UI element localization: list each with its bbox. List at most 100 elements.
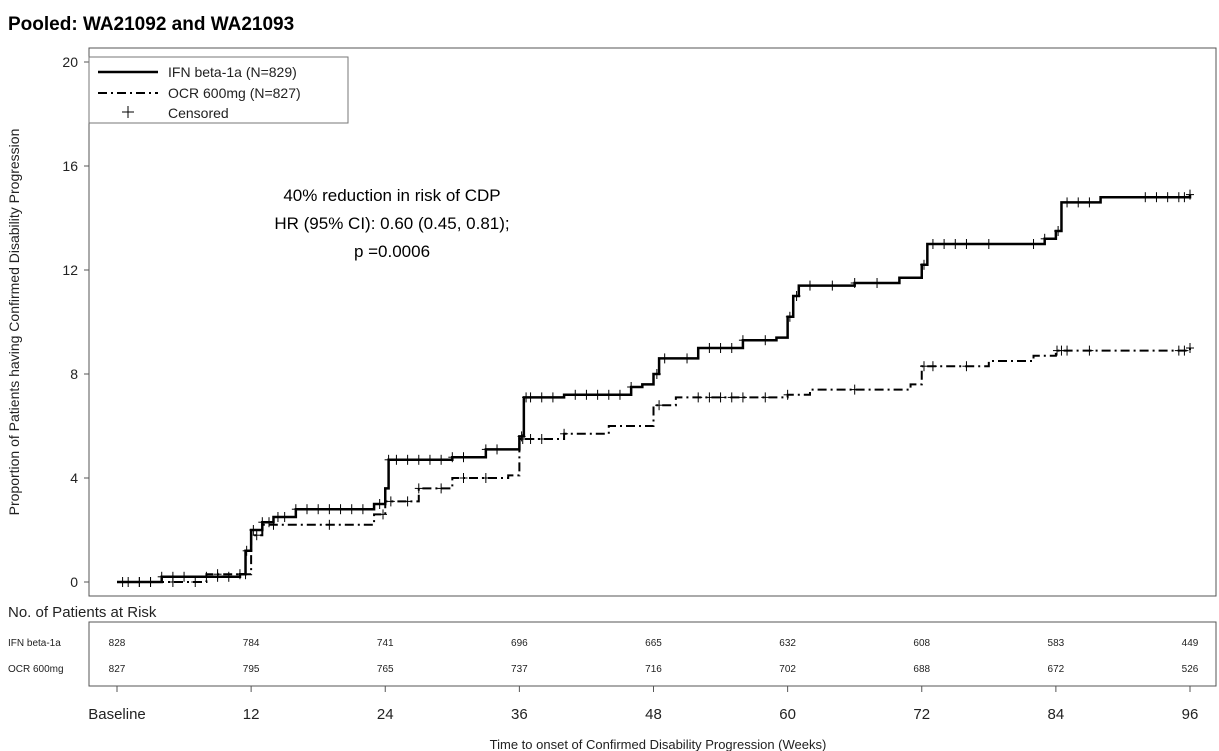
x-tick-label: 36 [511,706,528,723]
plot-lines [117,194,1192,584]
y-axis-label: Proportion of Patients having Confirmed … [6,129,22,516]
censor-mark [303,504,312,515]
censor-mark [258,517,267,528]
censor-mark [850,384,859,395]
censor-mark [761,335,770,346]
censor-mark [386,496,395,507]
censor-mark [604,389,613,400]
censor-mark [325,519,334,530]
censor-mark [537,434,546,444]
censor-mark [928,239,937,249]
x-tick-label: 72 [913,706,930,723]
censor-mark [414,454,423,465]
risk-value: 583 [1048,638,1065,649]
censor-mark [135,577,144,587]
censor-mark [168,577,177,587]
censor-mark [873,278,882,288]
x-tick-label: 84 [1048,706,1065,723]
censor-mark [1186,343,1194,353]
censor-mark [249,525,258,535]
censor-mark [437,454,446,465]
censor-mark [242,545,251,556]
censor-mark [828,280,837,291]
risk-value: 526 [1182,664,1199,675]
censor-mark [850,278,859,288]
censor-mark [336,504,345,515]
censor-mark [252,530,261,541]
risk-value: 741 [377,638,394,649]
y-axis: 0 4 8 12 16 20 [62,54,89,590]
censor-mark [180,571,189,582]
annotation: 40% reduction in risk of CDP HR (95% CI)… [274,186,509,261]
censor-mark [660,353,669,364]
censor-mark [548,392,557,403]
censor-mark [459,473,468,483]
censor-mark [683,353,692,364]
chart-title: Pooled: WA21092 and WA21093 [8,14,294,35]
censor-mark [384,454,393,465]
censor-mark [1085,345,1094,356]
annotation-line-1: 40% reduction in risk of CDP [283,186,500,205]
risk-value: 737 [511,664,528,675]
censor-mark [1074,197,1083,208]
censor-mark [1063,197,1072,208]
censor-mark [403,454,412,465]
censor-mark [481,444,490,455]
risk-value: 632 [779,638,796,649]
censor-mark [984,239,993,249]
censor-mark [593,389,602,400]
risk-row-label-ifn: IFN beta-1a [8,638,61,649]
censor-mark [265,517,274,528]
censor-mark [526,434,535,444]
censor-mark [705,343,714,353]
censor-marks [118,189,1194,587]
censor-mark [375,499,384,509]
censor-mark [241,569,250,580]
censor-mark [727,392,736,403]
risk-value: 784 [243,638,260,649]
censor-mark [761,392,770,403]
risk-value: 608 [913,638,930,649]
censor-mark [437,483,446,494]
x-axis-label: Time to onset of Confirmed Disability Pr… [490,737,827,751]
censor-mark [191,577,200,587]
censor-mark [1040,233,1049,244]
censor-mark [1054,226,1063,236]
censor-mark [655,400,664,411]
risk-value: 672 [1048,664,1065,675]
y-tick-label: 12 [62,262,78,278]
legend: IFN beta-1a (N=829) OCR 600mg (N=827) Ce… [88,56,349,124]
censor-mark [291,504,300,515]
censor-mark [537,392,546,403]
x-tick-label: Baseline [88,706,146,723]
censor-mark [582,389,591,400]
censor-mark [481,473,490,483]
censor-mark [213,569,222,580]
risk-value: 449 [1182,638,1199,649]
annotation-line-2: HR (95% CI): 0.60 (0.45, 0.81); [274,214,509,233]
censor-mark [224,571,233,582]
censor-mark [448,452,457,463]
censor-mark [392,454,401,465]
censor-mark [202,571,211,582]
censor-mark [694,392,703,403]
censor-mark [425,454,434,465]
y-tick-label: 16 [62,158,78,174]
censor-mark [1180,345,1189,356]
censor-mark [314,504,323,515]
plot-frame [88,47,1217,597]
y-tick-label: 20 [62,54,78,70]
censor-mark [962,361,971,372]
risk-table-title: No. of Patients at Risk [8,604,157,621]
x-axis: Baseline 12 24 36 48 60 72 84 96 [88,686,1198,723]
censor-mark [792,291,801,301]
censor-mark [325,504,334,515]
censor-mark [146,577,155,587]
censor-mark [928,361,937,372]
censor-mark [783,389,792,400]
censor-mark [615,389,624,400]
risk-value: 765 [377,664,394,675]
censor-mark [459,452,468,463]
censor-mark [1085,197,1094,208]
